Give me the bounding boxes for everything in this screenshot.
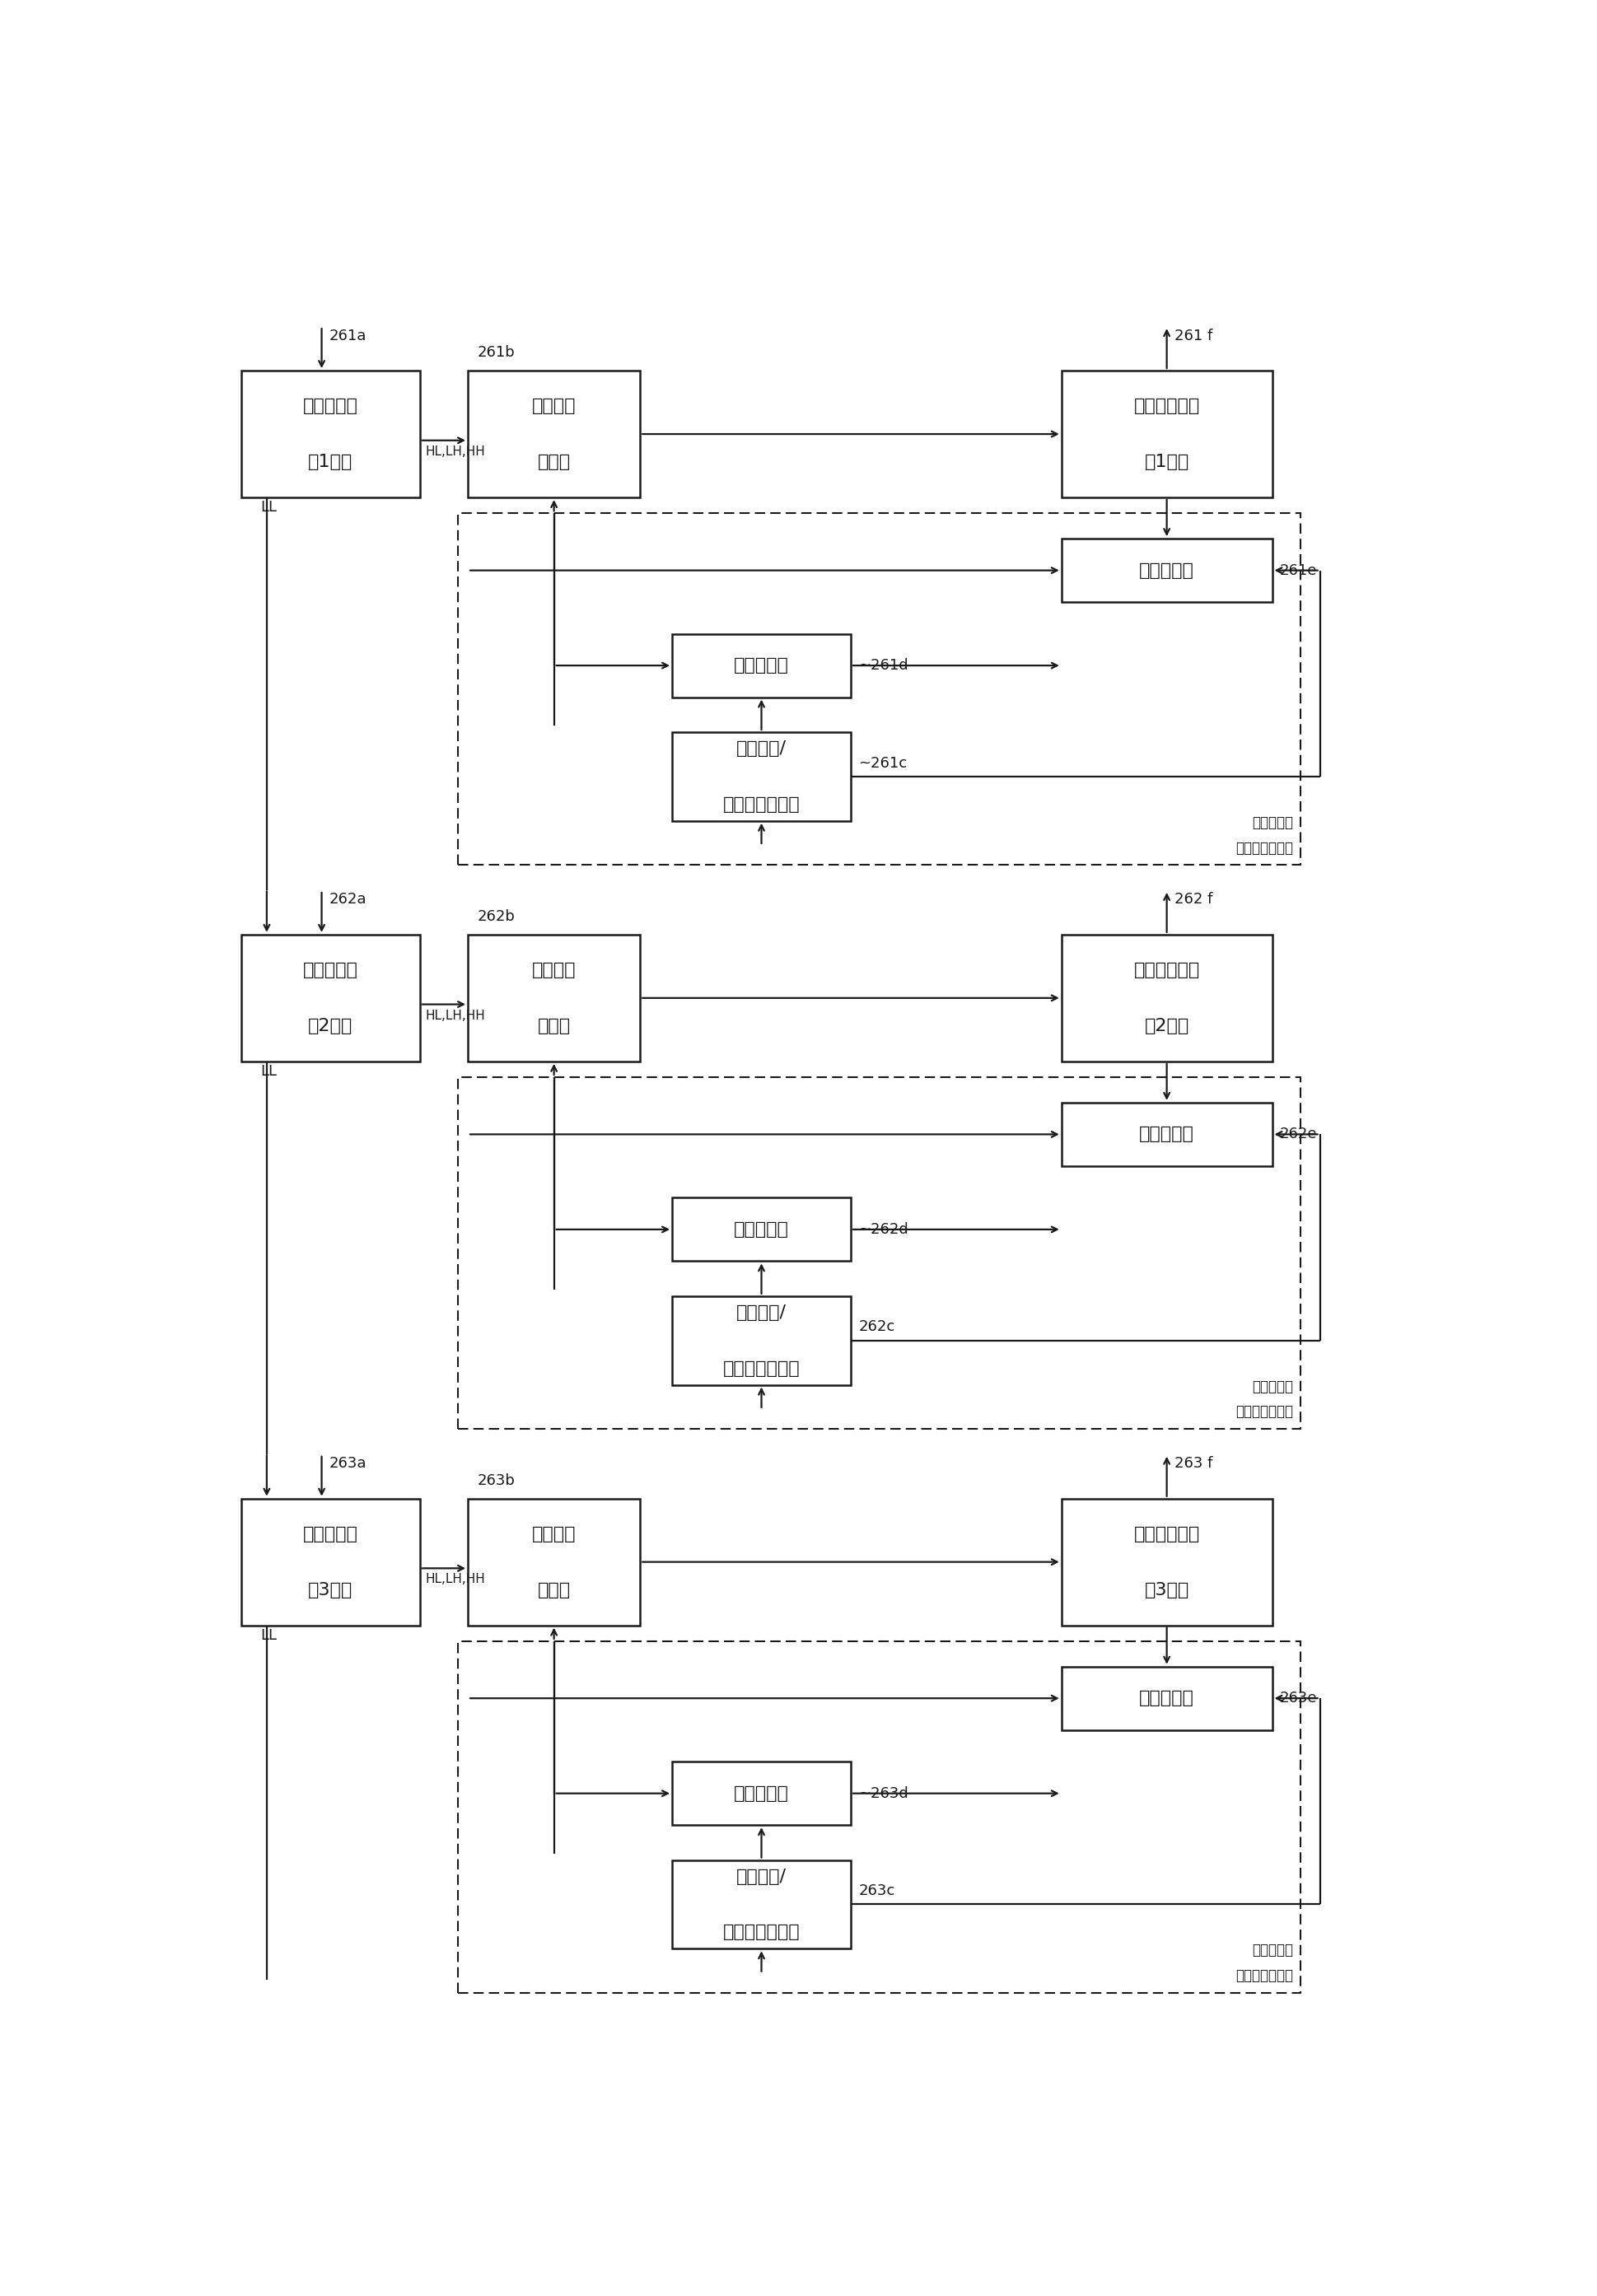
Text: 非线性各向: 非线性各向 — [1252, 1942, 1292, 1958]
Text: HL,LH,HH: HL,LH,HH — [425, 445, 485, 457]
Text: 263a: 263a — [329, 1456, 367, 1472]
Text: 构造张量/: 构造张量/ — [736, 1869, 786, 1885]
Text: 261b: 261b — [478, 344, 514, 360]
Bar — [672, 1295, 850, 1384]
Text: 控制部: 控制部 — [537, 1582, 570, 1598]
Bar — [458, 1077, 1300, 1428]
Bar — [1060, 540, 1271, 602]
Text: 小波逆変換部: 小波逆変換部 — [1134, 1527, 1199, 1543]
Bar — [241, 934, 420, 1061]
Text: （2次）: （2次） — [1143, 1017, 1188, 1033]
Text: 262c: 262c — [858, 1320, 894, 1334]
Text: 扩散张量计算部: 扩散张量计算部 — [722, 1924, 800, 1940]
Bar — [672, 1860, 850, 1949]
Text: 261e: 261e — [1279, 563, 1316, 579]
Bar — [468, 370, 640, 498]
Text: 高频电平: 高频电平 — [532, 397, 577, 413]
Bar — [672, 1761, 850, 1825]
Bar — [672, 732, 850, 822]
Text: 263c: 263c — [858, 1883, 894, 1899]
Text: ~261c: ~261c — [858, 755, 907, 771]
Text: LL: LL — [260, 1063, 276, 1079]
Bar — [672, 1199, 850, 1261]
Text: LL: LL — [260, 1628, 276, 1642]
Text: 扩散张量计算部: 扩散张量计算部 — [722, 1359, 800, 1378]
Bar — [458, 1642, 1300, 1993]
Text: （1次）: （1次） — [308, 455, 353, 471]
Text: 262 f: 262 f — [1174, 893, 1212, 907]
Text: 小波逆変換部: 小波逆変換部 — [1134, 397, 1199, 413]
Text: 263 f: 263 f — [1174, 1456, 1212, 1472]
Text: （2次）: （2次） — [308, 1017, 353, 1033]
Text: ~263d: ~263d — [858, 1786, 909, 1800]
Text: 非线性各向: 非线性各向 — [1252, 815, 1292, 829]
Text: 261a: 261a — [329, 328, 366, 342]
Text: 263e: 263e — [1279, 1690, 1316, 1706]
Text: 小波逆変換部: 小波逆変換部 — [1134, 962, 1199, 978]
Bar — [672, 634, 850, 698]
Bar — [468, 1499, 640, 1626]
Text: （1次）: （1次） — [1143, 455, 1188, 471]
Text: 高频电平: 高频电平 — [532, 962, 577, 978]
Text: ~261d: ~261d — [858, 659, 909, 673]
Text: 262a: 262a — [329, 893, 367, 907]
Bar — [241, 1499, 420, 1626]
Text: 263b: 263b — [478, 1474, 514, 1488]
Text: 控制部: 控制部 — [537, 455, 570, 471]
Text: ~262d: ~262d — [858, 1221, 909, 1238]
Bar — [1060, 1667, 1271, 1729]
Text: 异性扩散滤波器: 异性扩散滤波器 — [1234, 1405, 1292, 1419]
Text: （3次）: （3次） — [308, 1582, 353, 1598]
Text: 非线性各向: 非线性各向 — [1252, 1380, 1292, 1394]
Text: LL: LL — [260, 501, 276, 514]
Text: 261 f: 261 f — [1174, 328, 1212, 342]
Bar — [1060, 1499, 1271, 1626]
Text: 边缘检测部: 边缘检测部 — [733, 1221, 789, 1238]
Text: 262e: 262e — [1279, 1127, 1316, 1141]
Text: 构造张量/: 构造张量/ — [736, 1304, 786, 1320]
Text: （3次）: （3次） — [1143, 1582, 1188, 1598]
Text: 异性扩散滤波器: 异性扩散滤波器 — [1234, 1968, 1292, 1984]
Bar — [468, 934, 640, 1061]
Text: 小波変換部: 小波変換部 — [303, 1527, 358, 1543]
Bar — [458, 514, 1300, 866]
Text: HL,LH,HH: HL,LH,HH — [425, 1573, 485, 1587]
Bar — [1060, 370, 1271, 498]
Text: 边缘检测部: 边缘检测部 — [733, 1786, 789, 1802]
Text: 构造张量/: 构造张量/ — [736, 739, 786, 758]
Text: 扩散张量计算部: 扩散张量计算部 — [722, 797, 800, 813]
Text: HL,LH,HH: HL,LH,HH — [425, 1010, 485, 1022]
Text: 扩散滤波器: 扩散滤波器 — [1139, 1690, 1193, 1706]
Text: 异性扩散滤波器: 异性扩散滤波器 — [1234, 840, 1292, 856]
Text: 扩散滤波器: 扩散滤波器 — [1139, 563, 1193, 579]
Bar — [1060, 934, 1271, 1061]
Text: 262b: 262b — [478, 909, 514, 923]
Text: 控制部: 控制部 — [537, 1017, 570, 1033]
Text: 小波変換部: 小波変換部 — [303, 397, 358, 413]
Text: 扩散滤波器: 扩散滤波器 — [1139, 1125, 1193, 1143]
Bar — [241, 370, 420, 498]
Text: 高频电平: 高频电平 — [532, 1527, 577, 1543]
Text: 边缘检测部: 边缘检测部 — [733, 657, 789, 673]
Bar — [1060, 1102, 1271, 1166]
Text: 小波変換部: 小波変換部 — [303, 962, 358, 978]
